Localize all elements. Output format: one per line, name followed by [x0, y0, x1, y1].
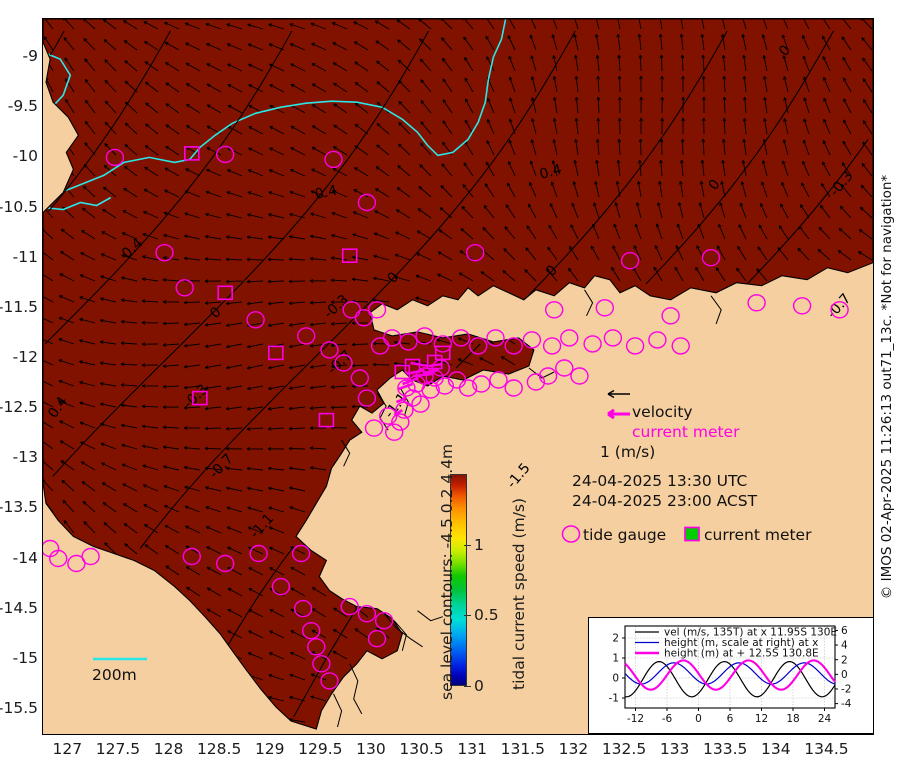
current-meter-legend-label: current meter [632, 423, 740, 441]
x-tick-label: 131.5 [500, 740, 545, 758]
velocity-vector-field [43, 19, 873, 723]
tide-timeseries-inset[interactable]: -12 -6 0 6 12 18 24 -1 0 1 2 -4 -2 0 2 4 6 vel (m/s, 135T… [588, 617, 874, 734]
x-tick-label: 133.5 [703, 740, 748, 758]
attribution-text: © IMOS 02-Apr-2025 11:26:13 out71_13c. *… [879, 174, 895, 600]
y-tick-label: -10 [12, 147, 38, 166]
colorbar-tick-mark [464, 544, 471, 546]
y-tick-label: -12 [12, 347, 38, 366]
inset-right-tick-label: 4 [841, 640, 848, 652]
inset-right-tick-label: -4 [841, 698, 852, 710]
y-tick-label: -10.5 [0, 197, 38, 216]
land-mask [43, 19, 873, 734]
inset-x-tick-label: 12 [755, 713, 768, 725]
inset-tick-marks [622, 629, 838, 711]
velocity-legend-label: velocity [632, 403, 693, 421]
y-tick-label: -11.5 [0, 297, 38, 316]
y-tick-label: -13 [12, 448, 38, 467]
coastal-inlets [333, 289, 722, 728]
y-tick-label: -12.5 [0, 398, 38, 417]
x-tick-label: 128.5 [196, 740, 242, 758]
colorbar-tick-label: 0.5 [474, 606, 499, 625]
y-tick-label: -14.5 [0, 598, 38, 617]
date-local-label: 24-04-2025 23:00 ACST [572, 492, 758, 510]
colorbar-tick-mark [464, 686, 471, 687]
x-tick-label: 129 [254, 740, 285, 758]
inset-x-tick-label: -6 [662, 713, 673, 725]
colorbar [450, 474, 467, 686]
x-tick-label: 130.5 [399, 740, 444, 758]
y-tick-label: -9 [22, 47, 38, 66]
colorbar-tick-mark [464, 615, 471, 617]
inset-x-tick-label: 0 [695, 713, 702, 725]
inset-x-tick-label: 24 [818, 713, 832, 725]
x-tick-label: 127.5 [95, 740, 141, 758]
inset-x-tick-label: 6 [727, 713, 734, 725]
colorbar-tick-label: 1 [474, 535, 484, 554]
colorbar-tick-label: 0 [474, 677, 484, 695]
vector-scale-label: 1 (m/s) [600, 443, 656, 461]
date-utc-label: 24-04-2025 13:30 UTC [572, 472, 748, 490]
inset-right-tick-label: 2 [841, 654, 848, 666]
map-legend-glyphs [561, 389, 700, 543]
x-tick-label: 134.5 [804, 740, 849, 758]
x-tick-label: 130 [356, 740, 386, 758]
y-tick-label: -11 [12, 247, 38, 266]
colorbar-title: tidal current speed (m/s) [510, 497, 528, 690]
sea-level-contour-label: sea level contours: -4.5 0.2 4.4m [438, 443, 456, 700]
map-plot-area[interactable]: 0 0 -0.3 -0.7 0.4 0.4 0 0.4 -0.3 0 -0.7 -0.3 -1.1 -0.… [42, 18, 874, 735]
inset-right-tick-label: 6 [841, 625, 848, 637]
attribution: © IMOS 02-Apr-2025 11:26:13 out71_13c. *… [874, 0, 900, 774]
inset-legend-label: vel (m/s, 135T) at x 11.95S 130E [664, 627, 837, 639]
inset-left-tick-label: 1 [612, 653, 619, 665]
current-meter-markers [184, 146, 451, 428]
inset-left-tick-label: -1 [609, 693, 619, 705]
inset-right-tick-label: 0 [841, 669, 848, 681]
map-canvas: 00 -0.3-0.70.40.400.4-0.30-0.7-0.3 -1.1-0.… [43, 19, 873, 734]
x-tick-label: 127 [52, 740, 83, 758]
x-tick-label: 129.5 [298, 740, 343, 758]
tide-gauge-markers [43, 145, 849, 690]
x-tick-label: 128 [153, 740, 184, 758]
y-tick-label: -15.5 [0, 698, 38, 717]
x-tick-label: 131 [457, 740, 487, 758]
tide-gauge-legend-label: tide gauge [583, 526, 667, 544]
y-tick-label: -13.5 [0, 498, 38, 517]
x-tick-label: 134 [761, 740, 791, 758]
x-tick-label: 133 [659, 740, 690, 758]
inset-right-tick-label: -2 [841, 684, 851, 696]
y-tick-label: -9.5 [7, 97, 38, 116]
inset-x-tick-label: -12 [627, 713, 644, 725]
current-meter-vectors [393, 361, 443, 417]
scalebar-label: 200m [92, 666, 137, 684]
inset-series [624, 659, 836, 698]
current-meter-marker-legend-label: current meter [704, 526, 812, 544]
inset-left-tick-label: 2 [612, 633, 619, 645]
y-tick-label: -14 [12, 548, 38, 567]
inset-legend-label: height (m) at + 12.5S 130.8E [664, 648, 819, 660]
x-tick-label: 132 [558, 740, 589, 758]
y-tick-label: -15 [12, 648, 38, 667]
coastline [43, 19, 873, 730]
x-tick-label: 132.5 [601, 740, 647, 758]
inset-legend-label: height (m, scale at right) at x [664, 637, 818, 649]
inset-x-tick-label: 18 [786, 713, 799, 725]
sea-level-contours [44, 30, 869, 718]
inset-left-tick-label: 0 [612, 673, 619, 685]
